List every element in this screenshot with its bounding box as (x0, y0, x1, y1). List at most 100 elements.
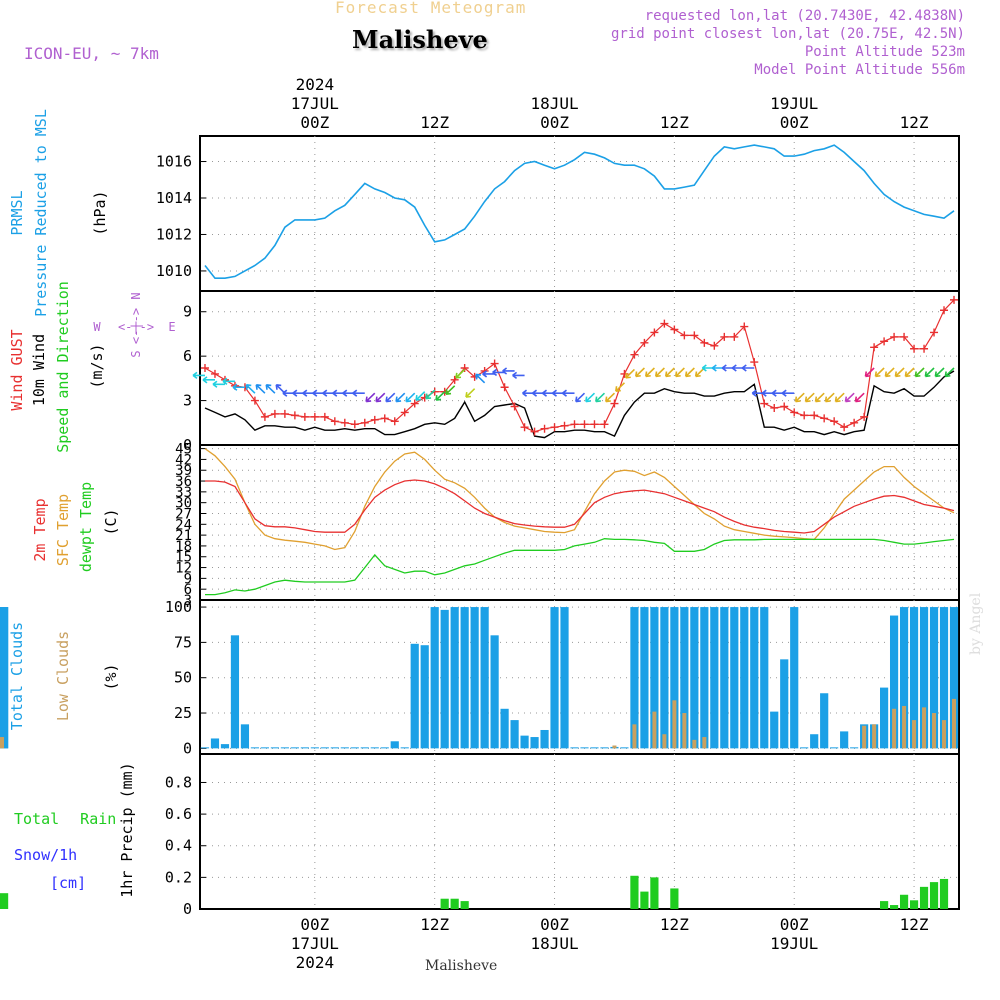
wind-gust-marker (340, 418, 349, 427)
y-tick-label: 1012 (156, 225, 192, 243)
wind-barb (455, 368, 466, 379)
wind-gust-marker (360, 418, 369, 427)
total-cloud-bar (830, 747, 839, 749)
total-cloud-bar (510, 720, 519, 749)
y-tick-label: 1014 (156, 189, 192, 207)
wind-gust-marker (750, 358, 759, 367)
y-tick-label: 0.6 (165, 805, 192, 823)
total-cloud-bar (570, 747, 579, 749)
total-cloud-bar (939, 607, 949, 749)
total-cloud-bar (720, 607, 729, 749)
wind-gust-marker (940, 306, 949, 315)
total-cloud-bar (470, 607, 479, 749)
dewpt-line (205, 538, 955, 596)
y-tick-label: 25 (174, 704, 192, 722)
total-cloud-bar (750, 607, 759, 749)
wind-barb (202, 376, 215, 384)
total-cloud-bar (640, 607, 649, 749)
sfc-temp-line (204, 448, 955, 551)
top-time-label: 00Z (540, 113, 569, 132)
rain-bar (939, 878, 949, 909)
wind-gust-marker (200, 364, 209, 372)
total-cloud-bar (919, 607, 929, 749)
y-tick-label: 9 (183, 303, 192, 321)
total-cloud-bar (280, 747, 289, 749)
wind-gust-marker (820, 414, 829, 423)
wind-gust-marker (300, 412, 309, 421)
top-time-label: 18JUL (530, 94, 578, 113)
wind-gust-marker (910, 344, 919, 353)
total-cloud-bar (800, 747, 809, 749)
low-cloud-bar (692, 739, 697, 749)
wind-gust-marker (530, 427, 539, 436)
wind-gust-marker (260, 412, 269, 421)
wind-gust-marker (270, 409, 279, 418)
total-cloud-bar (840, 731, 849, 749)
wind-barb (615, 382, 625, 393)
total-cloud-bar (200, 747, 210, 749)
wind-speed-ylabel: 10m Wind (30, 334, 48, 406)
rain-bar (0, 893, 9, 909)
compass-west: W (93, 320, 101, 334)
total-cloud-bar (350, 747, 359, 749)
total-cloud-bar (460, 607, 469, 749)
y-tick-label: 0.8 (165, 773, 192, 791)
y-tick-label: 24 (175, 517, 192, 533)
y-tick-label: 100 (165, 598, 192, 616)
total-cloud-bar (710, 607, 719, 749)
low-cloud-bar (912, 720, 917, 749)
bottom-time-label: 2024 (296, 953, 335, 972)
wind-barb (585, 392, 596, 403)
low-cloud-bar (932, 713, 937, 749)
total-cloud-bar (300, 747, 309, 749)
grid-point-coords: grid point closest lon,lat (20.75E, 42.5… (610, 26, 965, 42)
compass-vertical: <-|-> (129, 308, 143, 344)
wind-gust-marker (670, 325, 679, 334)
panel-frame-pressure (199, 135, 960, 292)
total-cloud-bar (420, 645, 429, 749)
y-tick-label: 3 (183, 392, 192, 410)
wind-barb (781, 389, 795, 397)
wind-gust-marker (440, 387, 449, 396)
wind-gust-marker (650, 328, 659, 337)
y-tick-label: 36 (175, 474, 192, 490)
total-cloud-bar (650, 607, 659, 749)
wind-barb (814, 392, 825, 403)
rain-bar (880, 901, 889, 909)
wind-gust-marker (570, 420, 579, 429)
low-cloud-bar (672, 700, 677, 749)
wind-barb (741, 364, 755, 372)
total-cloud-bar (270, 747, 279, 749)
total-cloud-ylabel: Total Clouds (8, 622, 26, 730)
low-cloud-bar (902, 705, 907, 749)
wind-gust-marker (630, 350, 639, 359)
low-cloud-bar (872, 724, 877, 749)
wind-gust-marker (560, 421, 569, 430)
wind-barb (375, 392, 386, 403)
total-cloud-bar (790, 607, 799, 749)
wind-gust-marker (920, 344, 929, 353)
requested-coords: requested lon,lat (20.7430E, 42.4838N) (644, 8, 965, 24)
y-tick-label: 42 (175, 452, 192, 468)
wind-barb (664, 367, 675, 378)
wind-barb (874, 367, 885, 378)
wind-barb (232, 383, 245, 391)
wind-gust-marker (520, 423, 529, 432)
wind-gust-ylabel: Wind GUST (8, 329, 26, 410)
compass-east: E (168, 320, 175, 334)
wind-gust-marker (870, 343, 879, 352)
wind-barb (575, 392, 586, 403)
dewpt-ylabel: dewpt Temp (77, 482, 95, 572)
total-cloud-bar (410, 643, 419, 749)
total-cloud-bar (949, 607, 959, 749)
wind-gust-marker (690, 331, 699, 340)
wind-speed-line (204, 370, 955, 439)
total-cloud-bar (250, 747, 260, 749)
rain-bar (640, 891, 649, 909)
total-cloud-bar (340, 747, 349, 749)
wind-gust-marker (850, 418, 859, 427)
wind-gust-marker (470, 372, 479, 381)
low-cloud-bar (632, 724, 637, 749)
wind-barb (824, 392, 835, 403)
total-cloud-bar (220, 744, 230, 749)
